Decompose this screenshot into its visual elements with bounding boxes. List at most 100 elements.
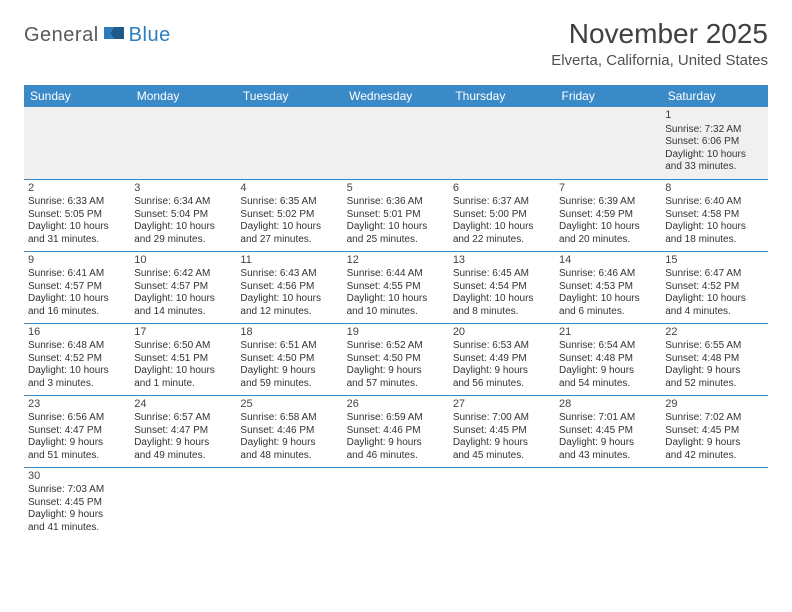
daylight-text: Daylight: 9 hours [134, 437, 232, 450]
day-number: 30 [28, 470, 126, 484]
day-number: 18 [240, 326, 338, 340]
location-label: Elverta, California, United States [551, 52, 768, 69]
calendar-cell: 4Sunrise: 6:35 AMSunset: 5:02 PMDaylight… [236, 179, 342, 251]
daylight-text: Daylight: 9 hours [240, 365, 338, 378]
daylight-text: Daylight: 9 hours [28, 437, 126, 450]
day-number: 11 [240, 254, 338, 268]
calendar-cell: 30Sunrise: 7:03 AMSunset: 4:45 PMDayligh… [24, 467, 130, 539]
daylight-text: Daylight: 10 hours [665, 221, 763, 234]
calendar-cell [236, 107, 342, 179]
daylight-text: and 16 minutes. [28, 306, 126, 319]
daylight-text: Daylight: 9 hours [347, 437, 445, 450]
day-number: 5 [347, 182, 445, 196]
daylight-text: and 49 minutes. [134, 450, 232, 463]
daylight-text: Daylight: 10 hours [134, 221, 232, 234]
day-number: 23 [28, 398, 126, 412]
day-number: 9 [28, 254, 126, 268]
sunset-text: Sunset: 4:52 PM [28, 353, 126, 366]
sunset-text: Sunset: 4:48 PM [665, 353, 763, 366]
sunset-text: Sunset: 4:47 PM [134, 425, 232, 438]
page-title: November 2025 [551, 18, 768, 50]
sunrise-text: Sunrise: 6:45 AM [453, 268, 551, 281]
daylight-text: Daylight: 10 hours [559, 293, 657, 306]
calendar-cell: 12Sunrise: 6:44 AMSunset: 4:55 PMDayligh… [343, 251, 449, 323]
day-number: 24 [134, 398, 232, 412]
sunset-text: Sunset: 4:50 PM [240, 353, 338, 366]
calendar-row: 23Sunrise: 6:56 AMSunset: 4:47 PMDayligh… [24, 395, 768, 467]
calendar-cell: 11Sunrise: 6:43 AMSunset: 4:56 PMDayligh… [236, 251, 342, 323]
weekday-header: Tuesday [236, 85, 342, 107]
sunrise-text: Sunrise: 7:02 AM [665, 412, 763, 425]
day-number: 25 [240, 398, 338, 412]
daylight-text: Daylight: 9 hours [559, 365, 657, 378]
daylight-text: and 25 minutes. [347, 234, 445, 247]
calendar-cell [130, 467, 236, 539]
calendar-cell: 13Sunrise: 6:45 AMSunset: 4:54 PMDayligh… [449, 251, 555, 323]
sunrise-text: Sunrise: 6:56 AM [28, 412, 126, 425]
sunrise-text: Sunrise: 7:01 AM [559, 412, 657, 425]
daylight-text: Daylight: 9 hours [665, 437, 763, 450]
calendar-cell: 14Sunrise: 6:46 AMSunset: 4:53 PMDayligh… [555, 251, 661, 323]
daylight-text: and 41 minutes. [28, 522, 126, 535]
daylight-text: Daylight: 10 hours [559, 221, 657, 234]
sunset-text: Sunset: 4:50 PM [347, 353, 445, 366]
daylight-text: and 8 minutes. [453, 306, 551, 319]
weekday-header: Sunday [24, 85, 130, 107]
sunset-text: Sunset: 4:53 PM [559, 281, 657, 294]
sunrise-text: Sunrise: 6:41 AM [28, 268, 126, 281]
daylight-text: Daylight: 10 hours [240, 293, 338, 306]
sunrise-text: Sunrise: 6:40 AM [665, 196, 763, 209]
sunset-text: Sunset: 4:46 PM [347, 425, 445, 438]
calendar-cell: 1Sunrise: 7:32 AMSunset: 6:06 PMDaylight… [661, 107, 767, 179]
calendar-cell [661, 467, 767, 539]
calendar-cell [555, 107, 661, 179]
logo-text-blue: Blue [129, 24, 171, 47]
daylight-text: Daylight: 9 hours [665, 365, 763, 378]
daylight-text: Daylight: 10 hours [134, 365, 232, 378]
daylight-text: and 51 minutes. [28, 450, 126, 463]
calendar-cell: 9Sunrise: 6:41 AMSunset: 4:57 PMDaylight… [24, 251, 130, 323]
daylight-text: Daylight: 10 hours [240, 221, 338, 234]
sunset-text: Sunset: 5:05 PM [28, 209, 126, 222]
daylight-text: Daylight: 10 hours [134, 293, 232, 306]
sunset-text: Sunset: 4:57 PM [28, 281, 126, 294]
day-number: 26 [347, 398, 445, 412]
sunset-text: Sunset: 4:55 PM [347, 281, 445, 294]
calendar-row: 2Sunrise: 6:33 AMSunset: 5:05 PMDaylight… [24, 179, 768, 251]
sunrise-text: Sunrise: 6:58 AM [240, 412, 338, 425]
sunrise-text: Sunrise: 6:57 AM [134, 412, 232, 425]
daylight-text: and 14 minutes. [134, 306, 232, 319]
weekday-header: Wednesday [343, 85, 449, 107]
daylight-text: Daylight: 10 hours [28, 221, 126, 234]
calendar-row: 30Sunrise: 7:03 AMSunset: 4:45 PMDayligh… [24, 467, 768, 539]
sunset-text: Sunset: 4:58 PM [665, 209, 763, 222]
daylight-text: and 4 minutes. [665, 306, 763, 319]
title-block: November 2025 Elverta, California, Unite… [551, 18, 768, 69]
sunset-text: Sunset: 6:06 PM [665, 136, 763, 149]
day-number: 13 [453, 254, 551, 268]
calendar-cell: 15Sunrise: 6:47 AMSunset: 4:52 PMDayligh… [661, 251, 767, 323]
sunset-text: Sunset: 4:45 PM [28, 497, 126, 510]
calendar-cell: 28Sunrise: 7:01 AMSunset: 4:45 PMDayligh… [555, 395, 661, 467]
calendar-table: Sunday Monday Tuesday Wednesday Thursday… [24, 85, 768, 539]
sunrise-text: Sunrise: 6:52 AM [347, 340, 445, 353]
sunrise-text: Sunrise: 7:32 AM [665, 124, 763, 137]
day-number: 2 [28, 182, 126, 196]
calendar-cell: 29Sunrise: 7:02 AMSunset: 4:45 PMDayligh… [661, 395, 767, 467]
sunrise-text: Sunrise: 6:54 AM [559, 340, 657, 353]
daylight-text: and 10 minutes. [347, 306, 445, 319]
sunrise-text: Sunrise: 6:59 AM [347, 412, 445, 425]
calendar-cell: 7Sunrise: 6:39 AMSunset: 4:59 PMDaylight… [555, 179, 661, 251]
daylight-text: Daylight: 10 hours [28, 293, 126, 306]
flag-icon [104, 25, 126, 46]
day-number: 28 [559, 398, 657, 412]
sunset-text: Sunset: 5:02 PM [240, 209, 338, 222]
daylight-text: Daylight: 9 hours [240, 437, 338, 450]
sunset-text: Sunset: 4:51 PM [134, 353, 232, 366]
daylight-text: and 33 minutes. [665, 161, 763, 174]
daylight-text: and 12 minutes. [240, 306, 338, 319]
calendar-cell: 20Sunrise: 6:53 AMSunset: 4:49 PMDayligh… [449, 323, 555, 395]
sunrise-text: Sunrise: 6:37 AM [453, 196, 551, 209]
daylight-text: Daylight: 10 hours [453, 221, 551, 234]
day-number: 10 [134, 254, 232, 268]
